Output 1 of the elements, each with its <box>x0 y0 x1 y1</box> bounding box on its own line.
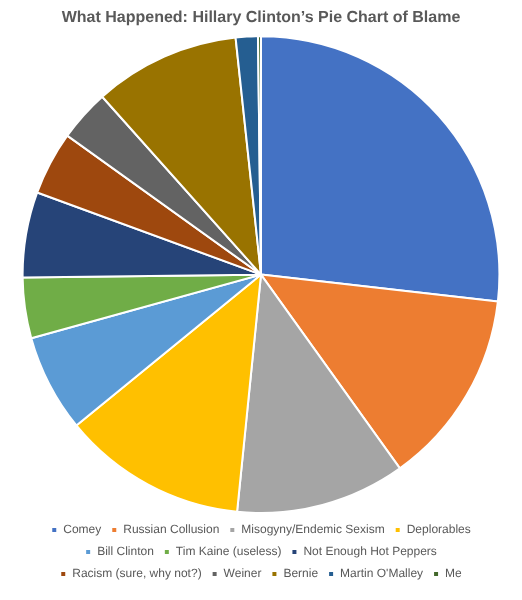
chart-title: What Happened: Hillary Clinton’s Pie Chart of Blame <box>61 8 462 27</box>
